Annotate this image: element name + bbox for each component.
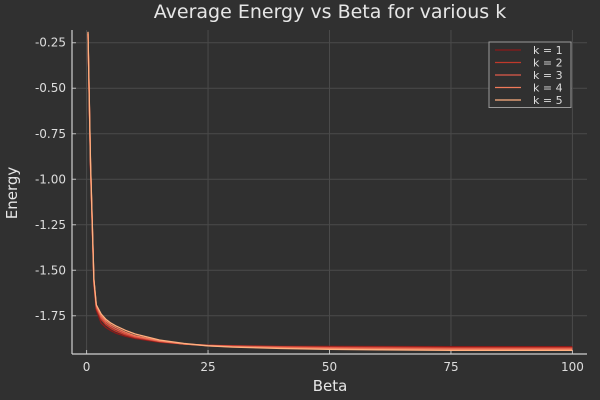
x-tick-label: 50 <box>322 360 337 374</box>
x-tick-label: 0 <box>83 360 91 374</box>
y-tick-label: -0.50 <box>35 81 66 95</box>
x-tick-label: 75 <box>443 360 458 374</box>
y-tick-label: -1.25 <box>35 218 66 232</box>
x-axis-label: Beta <box>313 377 348 395</box>
y-tick-label: -1.75 <box>35 309 66 323</box>
tick-labels: 0 25 50 75 100 -0.25 -0.50 -0.75 -1.00 -1.25 -1.50… <box>35 36 584 374</box>
series-line-k3 <box>87 33 573 350</box>
y-tick-label: -1.50 <box>35 263 66 277</box>
legend-label: k = 2 <box>533 57 563 70</box>
y-tick-label: -1.00 <box>35 172 66 186</box>
series-lines <box>87 31 573 352</box>
y-tick-label: -0.75 <box>35 127 66 141</box>
series-line-k1 <box>87 35 573 348</box>
legend-label: k = 1 <box>533 44 563 57</box>
series-line-k5 <box>87 31 573 352</box>
y-tick-label: -0.25 <box>35 36 66 50</box>
chart-title: Average Energy vs Beta for various k <box>154 1 506 23</box>
legend-label: k = 4 <box>533 82 563 95</box>
x-tick-label: 100 <box>561 360 584 374</box>
y-axis-label: Energy <box>3 167 21 220</box>
x-tick-label: 25 <box>200 360 215 374</box>
legend: k = 1k = 2k = 3k = 4k = 5 <box>488 41 572 108</box>
legend-label: k = 3 <box>533 69 563 82</box>
legend-label: k = 5 <box>533 94 563 107</box>
axes <box>71 30 587 355</box>
